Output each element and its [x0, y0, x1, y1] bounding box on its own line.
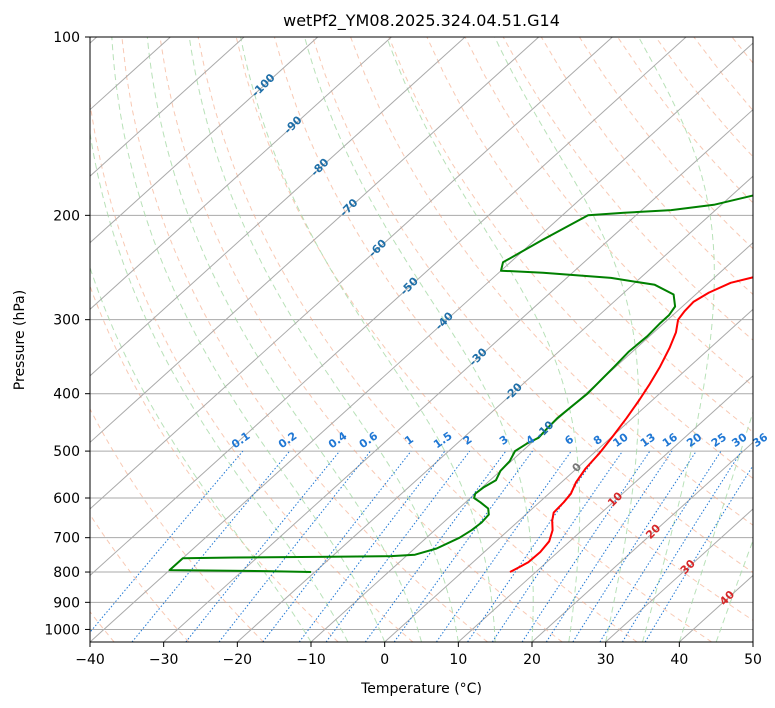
x-tick-label: 10 [449, 652, 467, 668]
y-tick-label: 900 [53, 595, 80, 611]
plot-frame [89, 36, 754, 643]
x-tick-label: −30 [149, 652, 179, 668]
dry-adiabat [388, 37, 753, 480]
moist-adiabat [188, 37, 459, 642]
mixing-ratio-line [298, 450, 446, 642]
data-lines [168, 194, 753, 573]
y-tick-label: 500 [53, 444, 80, 460]
mixing-ratio-line [599, 450, 722, 642]
moist-adiabat [638, 37, 715, 642]
mixing-ratio-line [262, 450, 412, 642]
mixing-ratio-line [491, 450, 624, 642]
dry-adiabat [121, 37, 488, 642]
mixing-ratio-line [621, 450, 742, 642]
moist-adiabat [494, 37, 640, 642]
x-tick-label: −10 [296, 652, 326, 668]
dewpoint-profile-line [168, 194, 753, 573]
moist-adiabat [678, 410, 753, 642]
dry-adiabat [312, 37, 753, 574]
x-axis-label: Temperature (°C) [360, 681, 482, 697]
mixing-ratio-line [185, 450, 341, 642]
x-tick-label: 0 [380, 652, 389, 668]
chart-title: wetPf2_YM08.2025.324.04.51.G14 [283, 11, 560, 31]
moist-adiabat [715, 539, 753, 642]
y-tick-label: 800 [53, 565, 80, 581]
isotherm-line [236, 175, 753, 642]
x-tick-label: 50 [744, 652, 762, 668]
x-tick-label: 30 [597, 652, 615, 668]
mixing-ratio-line [572, 450, 697, 642]
dry-adiabat [159, 37, 563, 642]
y-tick-label: 100 [53, 30, 80, 46]
mixing-ratio-line [545, 450, 673, 642]
x-tick-label: −20 [223, 652, 253, 668]
mixing-ratio-line [90, 450, 244, 633]
isotherm-line [90, 37, 319, 244]
mixing-ratio-line [364, 450, 507, 642]
moist-adiabat [90, 129, 349, 642]
isotherm-line [457, 375, 753, 642]
x-tick-label: 40 [670, 652, 688, 668]
y-tick-label: 1000 [44, 622, 80, 638]
axes: −40 −30 −20 −10 0 10 20 30 40 50 100 200 300 400 500 60… [44, 30, 762, 668]
isotherm-line [605, 508, 753, 642]
dry-adiabat [502, 37, 753, 341]
isotherm-line [90, 42, 753, 642]
moist-adiabat [146, 37, 422, 642]
mixing-ratio-line [521, 450, 651, 642]
temperature-profile-line [509, 276, 753, 573]
dry-adiabat [235, 37, 712, 642]
y-tick-label: 200 [53, 208, 80, 224]
mixing-ratio-line [435, 450, 572, 642]
mixing-ratio-line [218, 450, 371, 642]
isotherm-line [90, 37, 245, 177]
background-lines [90, 37, 753, 642]
dry-adiabat [273, 37, 753, 621]
isotherm-line [90, 37, 540, 444]
x-tick-label: 20 [523, 652, 541, 668]
isotherm-line [163, 108, 753, 642]
mixing-ratio-line [644, 464, 753, 642]
mixing-ratio-line [325, 450, 471, 642]
dry-adiabat [197, 37, 638, 642]
dry-adiabat [90, 284, 339, 642]
y-tick-label: 700 [53, 531, 80, 547]
dry-adiabat [90, 407, 264, 642]
isotherm-line [90, 37, 687, 577]
dry-adiabat [350, 37, 753, 526]
isotherm-line [384, 308, 753, 642]
isotherm-line [90, 37, 466, 377]
y-tick-label: 300 [53, 313, 80, 329]
y-axis-label: Pressure (hPa) [12, 290, 28, 390]
moist-adiabat [240, 37, 496, 642]
isotherm-line [90, 37, 613, 510]
dry-adiabat [90, 513, 190, 642]
mixing-ratio-line [393, 450, 533, 642]
isotherm-line [531, 441, 753, 642]
moist-adiabat [111, 37, 386, 642]
isotherm-line [90, 37, 392, 310]
isotherm-line [310, 242, 753, 642]
y-tick-label: 400 [53, 387, 80, 403]
y-tick-label: 600 [53, 491, 80, 507]
moist-adiabat [304, 37, 534, 642]
moist-adiabat [386, 37, 581, 642]
x-tick-label: −40 [75, 652, 105, 668]
